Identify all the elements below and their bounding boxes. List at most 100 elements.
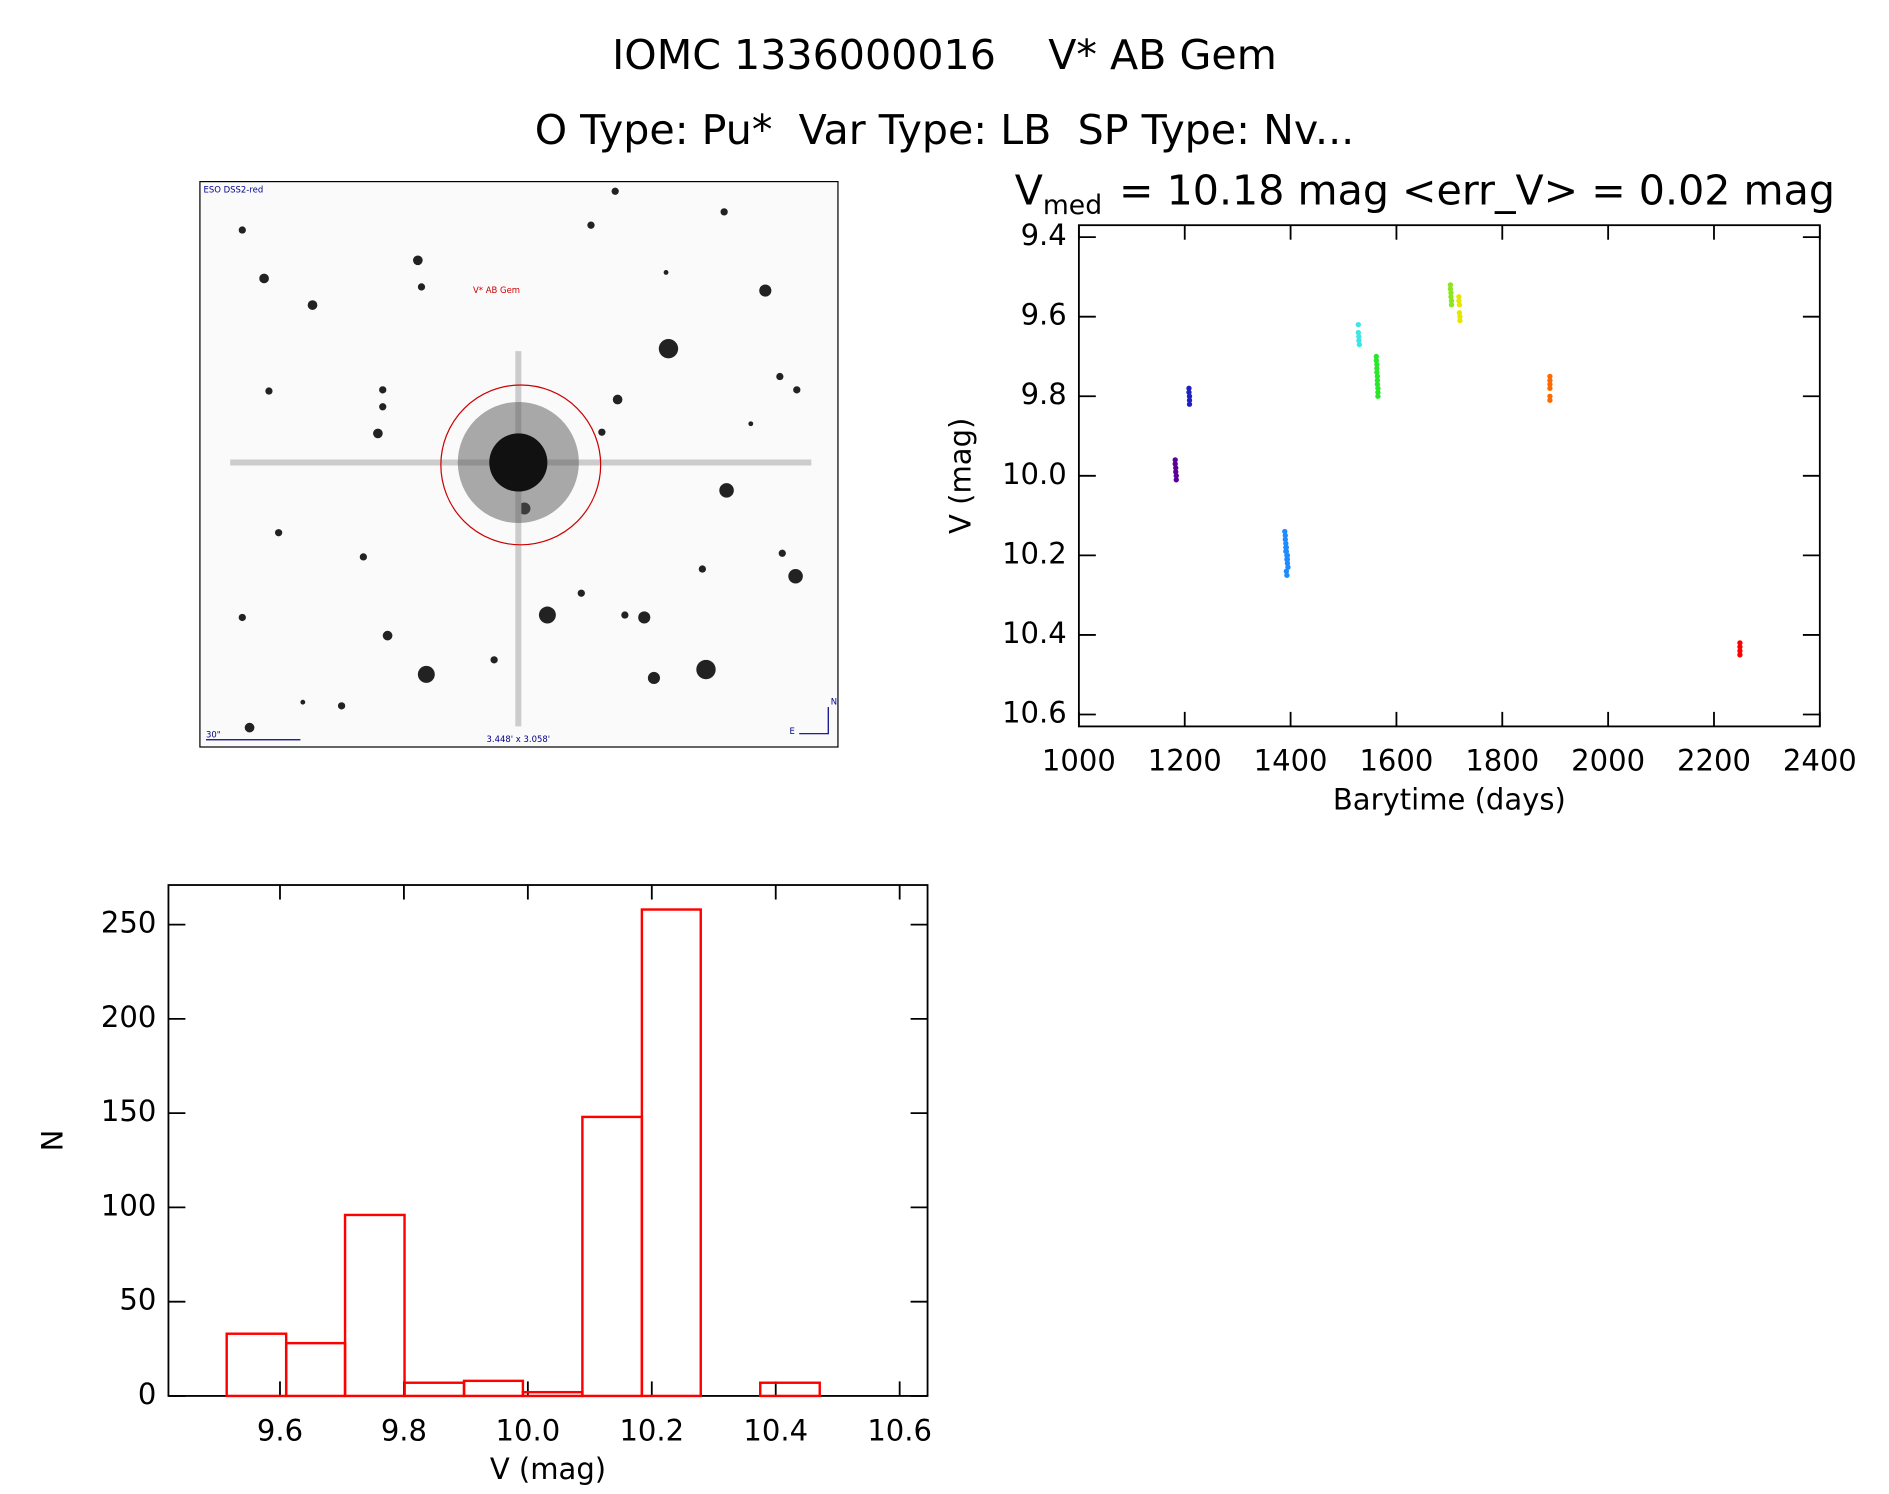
star [373,428,383,439]
point [1737,652,1743,658]
field-label: 3.448' x 3.058' [487,734,551,744]
star [307,300,318,310]
point [1547,373,1553,380]
point [1375,393,1381,399]
point [1456,310,1463,316]
title-subscript: med [1043,189,1102,220]
star [337,702,346,710]
y-tick-label: 10.0 [1002,457,1067,491]
bar [581,1115,644,1398]
x-tick-label: 2400 [1783,744,1857,778]
x-tick-label: 1600 [1359,744,1433,778]
page-subtitle: O Type: Pu* Var Type: LB SP Type: Nv... [535,106,1355,154]
title-symbol: V [1015,167,1043,215]
y-axis-label: V (mag) [944,418,978,534]
point [1448,294,1454,300]
plot-frame [167,884,929,1397]
point [1447,282,1454,288]
y-tick-label: 0 [138,1377,156,1411]
page-title: IOMC 1336000016 V* AB Gem [612,31,1277,79]
x-tick-label: 1800 [1465,744,1539,778]
point [1547,397,1553,403]
star [658,338,679,359]
star [719,483,734,498]
scale-label: 30" [206,729,221,739]
point [1547,393,1553,399]
point [1374,373,1381,380]
point [1356,341,1363,348]
point [1374,369,1380,376]
star [417,665,435,683]
star [300,699,306,705]
point [1547,381,1553,387]
point [1456,298,1462,304]
star [265,387,273,395]
target-star [489,433,548,492]
star [748,421,754,427]
point [1283,544,1290,551]
point [1284,552,1291,559]
compass [799,707,829,735]
sky-image: ESO DSS2-red V* AB Gem 30" 3.448' x 3.05… [199,180,839,748]
star [788,569,803,584]
bar [462,1379,525,1398]
star [244,722,255,733]
star [587,221,595,229]
star [793,386,801,394]
point [1282,528,1288,535]
point [1186,401,1193,407]
survey-label: ESO DSS2-red [204,185,264,195]
x-tick-label: 2000 [1571,744,1645,778]
point [1356,337,1362,344]
point [1457,317,1463,324]
point [1172,461,1178,467]
point [1356,333,1362,340]
point [1186,393,1193,399]
point [1375,385,1381,391]
star [663,269,669,275]
star [647,671,660,685]
point [1448,290,1454,296]
star [759,284,772,297]
star [382,630,393,641]
point [1737,644,1743,650]
star [359,553,367,561]
x-tick-label: 10.0 [496,1413,561,1447]
bar [403,1381,466,1398]
point [1374,365,1380,372]
x-tick-label: 9.6 [257,1413,303,1447]
x-tick-label: 1400 [1254,744,1328,778]
star [598,428,606,436]
star [778,549,786,557]
point [1186,397,1193,403]
x-tick-label: 10.6 [867,1413,932,1447]
point [1547,377,1553,383]
bar [284,1341,347,1398]
x-tick-label: 10.4 [743,1413,808,1447]
point [1547,385,1553,391]
x-axis-label: Barytime (days) [1333,782,1566,816]
target-label: V* AB Gem [473,285,520,295]
x-tick-label: 1200 [1148,744,1222,778]
star [413,255,423,266]
point [1448,302,1455,308]
point [1355,321,1361,328]
star [238,226,246,234]
star [696,659,716,680]
point [1186,385,1192,391]
point [1448,298,1455,304]
point [1457,314,1463,320]
point [1374,361,1380,368]
title-text: = 10.18 mag <err_V> = 0.02 mag [1119,167,1835,215]
point [1283,568,1290,574]
bar [521,1390,584,1398]
point [1373,357,1379,364]
point [1284,572,1290,578]
star [698,565,706,573]
star [638,611,651,624]
point [1456,294,1462,300]
point [1173,465,1179,471]
point [1173,473,1179,479]
star [259,273,269,284]
